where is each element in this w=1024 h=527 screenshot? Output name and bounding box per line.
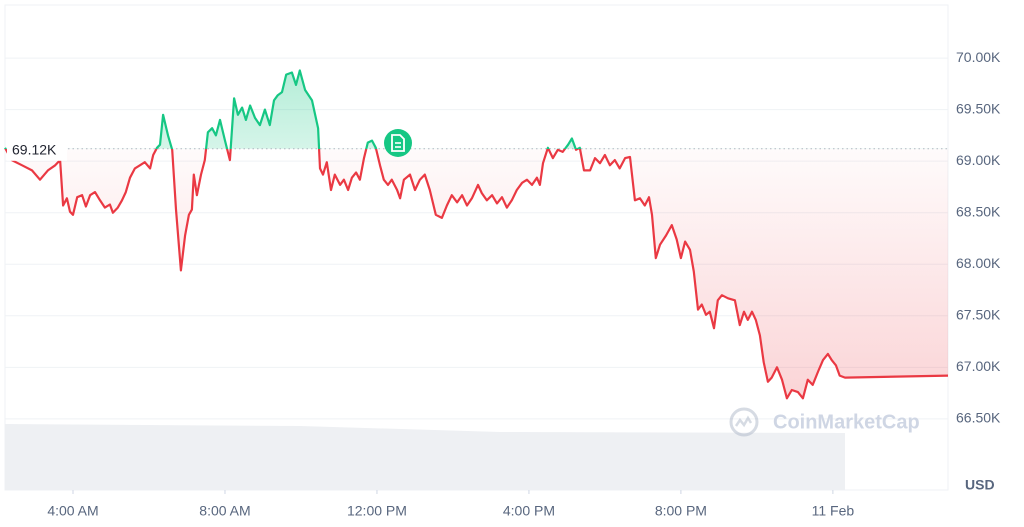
x-tick-label: 11 Feb xyxy=(812,503,855,519)
x-tick-label: 4:00 AM xyxy=(47,503,98,519)
x-tick-label: 8:00 PM xyxy=(655,503,707,519)
reference-label-bg xyxy=(7,140,67,161)
y-tick-label: 68.00K xyxy=(956,255,1001,271)
x-tick-label: 8:00 AM xyxy=(199,503,250,519)
reference-label: 69.12K xyxy=(12,142,57,158)
axis-unit: USD xyxy=(965,477,995,493)
x-tick-label: 4:00 PM xyxy=(503,503,555,519)
y-tick-label: 66.50K xyxy=(956,410,1001,426)
watermark: CoinMarketCap xyxy=(773,411,920,433)
y-tick-label: 68.50K xyxy=(956,203,1001,219)
volume-backdrop xyxy=(5,424,845,490)
watermark-logo xyxy=(729,407,759,437)
y-tick-label: 69.00K xyxy=(956,152,1001,168)
y-tick-label: 67.50K xyxy=(956,306,1001,322)
event-icon xyxy=(384,129,412,157)
area-fill xyxy=(5,70,948,399)
y-tick-label: 67.00K xyxy=(956,358,1001,374)
x-tick-label: 12:00 PM xyxy=(347,503,407,519)
y-tick-label: 70.00K xyxy=(956,49,1001,65)
price-line xyxy=(4,69,949,400)
y-tick-label: 69.50K xyxy=(956,100,1001,116)
